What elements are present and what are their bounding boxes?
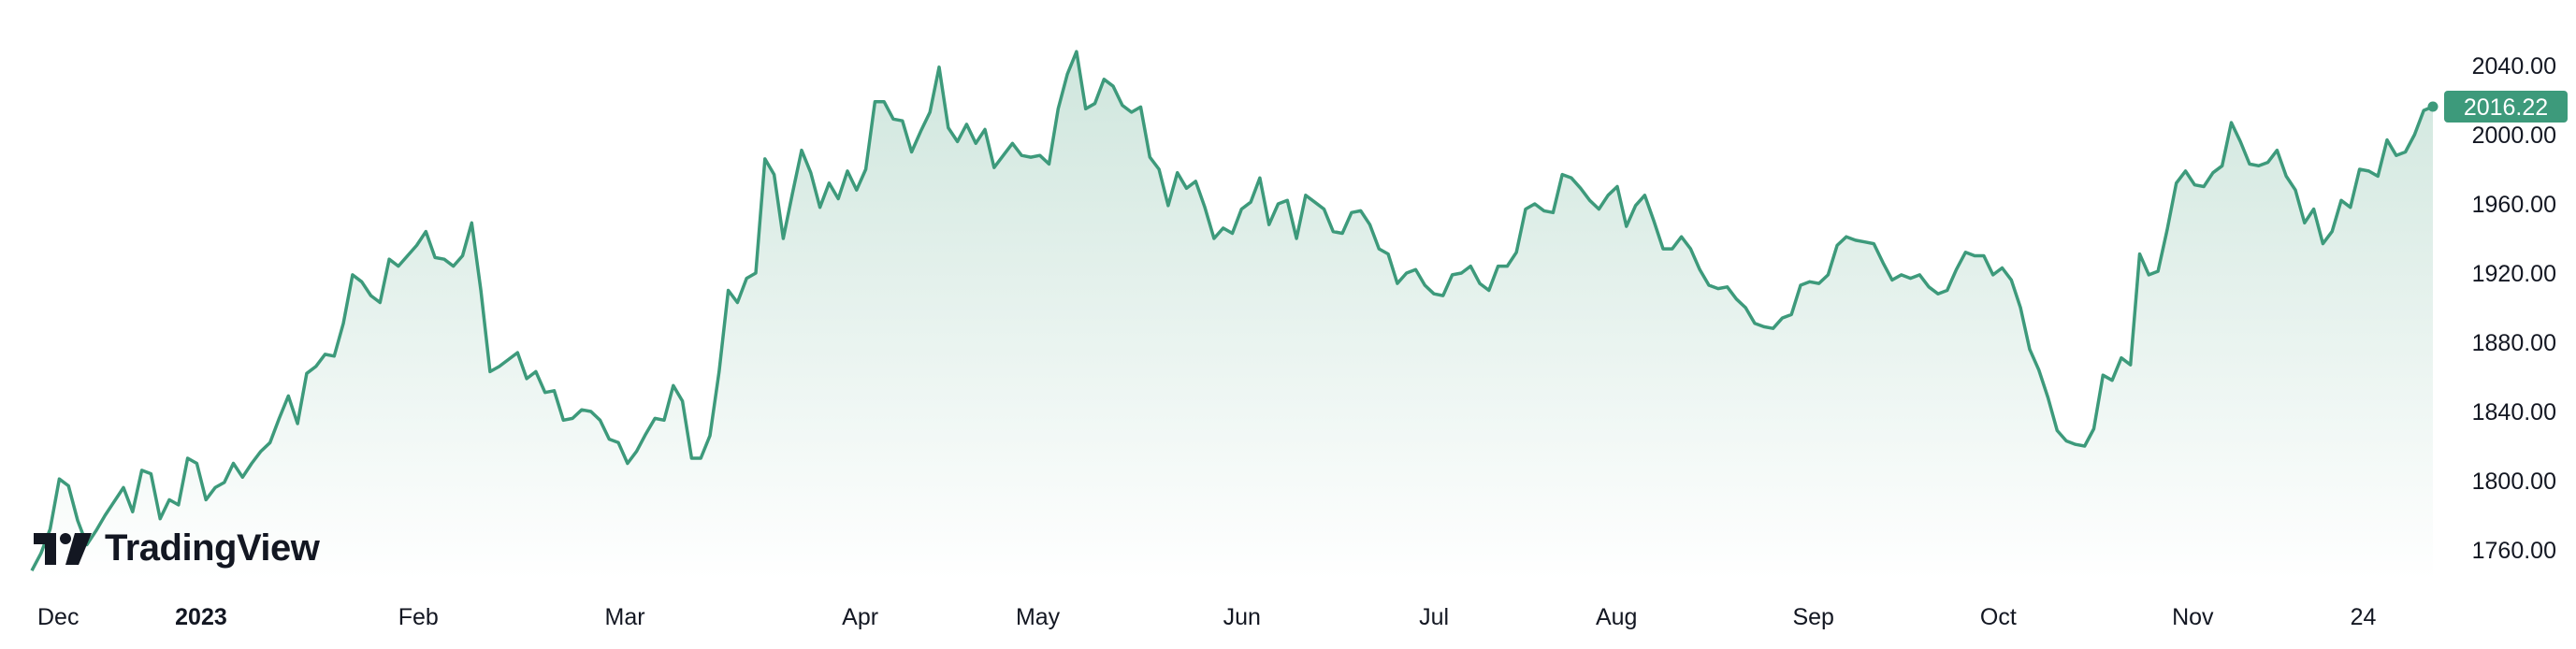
x-tick-label-mar: Mar: [605, 604, 645, 630]
x-tick-label-dec: Dec: [37, 604, 79, 630]
x-tick-label-aug: Aug: [1596, 604, 1637, 630]
x-tick-label-2023: 2023: [175, 604, 227, 630]
y-tick-label: 1760.00: [2472, 538, 2556, 564]
tradingview-logo[interactable]: TradingView: [34, 527, 320, 570]
y-tick-label: 2000.00: [2472, 123, 2556, 149]
plot-area: [30, 50, 2439, 580]
logo-text: TradingView: [105, 527, 320, 569]
last-price-badge: [2444, 90, 2568, 123]
x-tick-label-feb: Feb: [398, 604, 439, 630]
last-price-text: 2016.22: [2464, 94, 2548, 121]
y-tick-label: 1840.00: [2472, 399, 2556, 425]
x-tick-label-oct: Oct: [1980, 604, 2017, 630]
tradingview-logo-icon: [34, 532, 92, 565]
y-tick-label: 1880.00: [2472, 330, 2556, 356]
y-tick-label: 2040.00: [2472, 53, 2556, 79]
last-price-point: [2427, 101, 2439, 112]
y-axis: 2040.00 2000.00 1960.00 1920.00 1880.00 1840.…: [2472, 53, 2556, 564]
y-tick-label: 1960.00: [2472, 192, 2556, 218]
y-tick-label: 1800.00: [2472, 469, 2556, 495]
x-tick-label-jun: Jun: [1223, 604, 1261, 630]
x-tick-label-sep: Sep: [1792, 604, 1833, 630]
x-tick-label-may: May: [1016, 604, 1061, 630]
price-line[interactable]: [30, 50, 2434, 572]
x-tick-label-apr: Apr: [842, 604, 878, 630]
price-area-fill: [32, 51, 2433, 580]
x-tick-label-nov: Nov: [2172, 604, 2214, 630]
y-tick-label: 1920.00: [2472, 261, 2556, 287]
x-axis: Dec 2023 Feb Mar Apr May Jun Jul Aug Sep Oct Nov 24: [37, 604, 2377, 630]
last-price-label: 2016.22: [2444, 90, 2568, 123]
x-tick-label-24: 24: [2351, 604, 2377, 630]
x-tick-label-jul: Jul: [1419, 604, 1449, 630]
